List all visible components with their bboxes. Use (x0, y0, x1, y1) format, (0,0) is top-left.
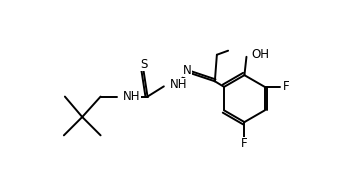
Text: NH: NH (170, 78, 187, 91)
Text: F: F (241, 137, 248, 150)
Text: N: N (183, 64, 192, 77)
Text: NH: NH (123, 90, 141, 103)
Text: S: S (140, 58, 147, 71)
Text: OH: OH (251, 48, 270, 61)
Text: F: F (283, 80, 290, 93)
